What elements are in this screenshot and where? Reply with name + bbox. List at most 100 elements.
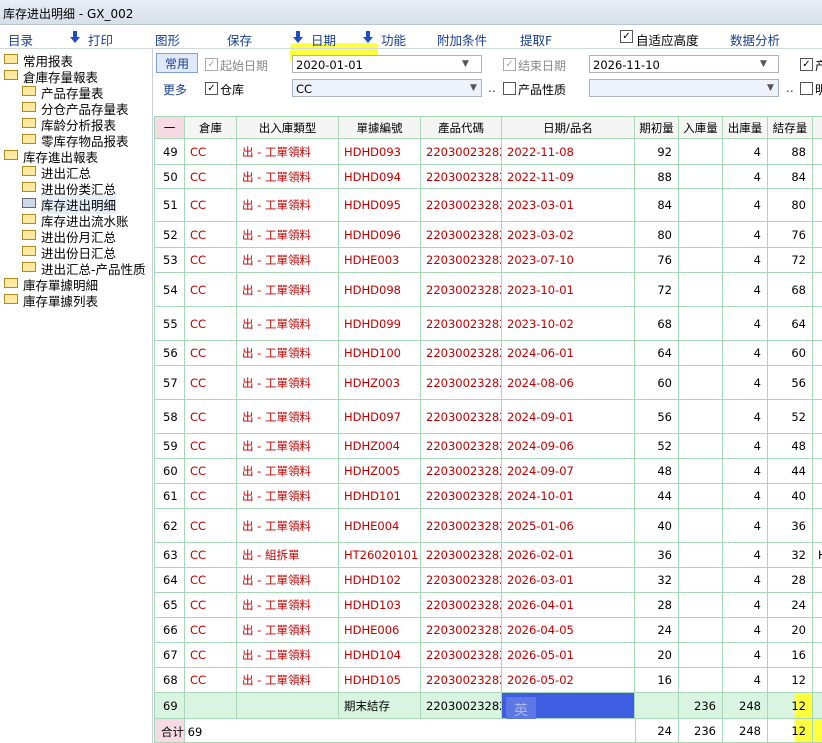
grid-cell[interactable]: 4 (723, 509, 768, 543)
grid-cell[interactable]: 出 - 工單領料 (237, 366, 339, 400)
grid-cell[interactable]: 4 (723, 248, 768, 273)
grid-cell[interactable]: HDHZ003 (339, 366, 421, 400)
grid-cell[interactable]: 76 (635, 248, 679, 273)
grid-cell[interactable] (237, 693, 339, 719)
grid-cell[interactable]: 32 (768, 543, 813, 568)
tree-item[interactable]: 庫存單據列表 (23, 294, 99, 309)
grid-cell[interactable]: 2024-09-06 (502, 434, 635, 459)
grid-cell[interactable] (679, 222, 723, 248)
grid-cell[interactable] (679, 618, 723, 643)
checkbox[interactable]: ✓ (205, 82, 218, 95)
toolbar-button[interactable]: 目录 (8, 33, 34, 48)
grid-cell[interactable]: 22030023282 (421, 618, 502, 643)
grid-cell[interactable]: 64 (768, 307, 813, 341)
grid-cell[interactable]: 出 - 工單領料 (237, 165, 339, 189)
tree-item[interactable]: 进出汇总 (41, 166, 92, 181)
column-header[interactable]: 倉庫 (185, 116, 237, 139)
column-header[interactable]: 結存量 (768, 116, 813, 139)
grid-cell[interactable]: HDHD101 (339, 484, 421, 509)
grid-cell[interactable] (679, 273, 723, 307)
grid-cell[interactable]: 4 (723, 139, 768, 165)
tree-item[interactable]: 进出份月汇总 (41, 230, 117, 245)
grid-cell[interactable] (679, 400, 723, 434)
grid-cell[interactable] (813, 459, 822, 484)
grid-cell[interactable]: 出 - 工單領料 (237, 568, 339, 593)
grid-cell[interactable]: 68 (155, 668, 185, 693)
grid-cell[interactable]: 40 (768, 484, 813, 509)
grid-cell[interactable]: 22030023282 (421, 693, 502, 719)
grid-cell[interactable]: 56 (635, 400, 679, 434)
grid-cell[interactable]: 57 (155, 366, 185, 400)
grid-cell[interactable] (679, 643, 723, 668)
grid-cell[interactable]: 4 (723, 222, 768, 248)
grid-cell[interactable]: 24 (635, 618, 679, 643)
grid-cell[interactable]: 出 - 工單領料 (237, 668, 339, 693)
grid-cell[interactable]: 出 - 工單領料 (237, 248, 339, 273)
grid-cell[interactable]: 72 (768, 248, 813, 273)
grid-cell[interactable]: 4 (723, 189, 768, 222)
checkbox[interactable]: ✓ (800, 58, 813, 71)
grid-cell[interactable]: 2023-10-01 (502, 273, 635, 307)
total-cell[interactable]: 12 (768, 719, 813, 743)
column-header[interactable]: 一 (155, 116, 185, 139)
grid-cell[interactable]: 44 (768, 459, 813, 484)
grid-cell[interactable]: 22030023282 (421, 189, 502, 222)
grid-cell[interactable] (185, 693, 237, 719)
grid-cell[interactable]: 4 (723, 618, 768, 643)
select-input[interactable]: CC (292, 79, 482, 97)
grid-cell[interactable] (679, 341, 723, 366)
grid-cell[interactable]: 22030023282 (421, 643, 502, 668)
grid-cell[interactable]: 4 (723, 459, 768, 484)
tree-item[interactable]: 常用报表 (23, 54, 74, 69)
grid-cell[interactable]: 22030023282 (421, 307, 502, 341)
grid-cell[interactable]: 56 (768, 366, 813, 400)
toolbar-button[interactable]: 提取F (520, 33, 553, 48)
tree-item[interactable]: 倉庫存量報表 (23, 70, 99, 85)
checkbox[interactable] (503, 82, 516, 95)
grid-cell[interactable]: 2024-06-01 (502, 341, 635, 366)
grid-cell[interactable]: 248 (723, 693, 768, 719)
grid-cell[interactable]: 出 - 工單領料 (237, 459, 339, 484)
grid-cell[interactable] (813, 341, 822, 366)
date-input[interactable]: 2020-01-01 (292, 55, 482, 73)
grid-cell[interactable]: 64 (155, 568, 185, 593)
grid-cell[interactable] (679, 366, 723, 400)
grid-cell[interactable]: HDHD094 (339, 165, 421, 189)
grid-cell[interactable]: 28 (635, 593, 679, 618)
grid-cell[interactable]: 出 - 工單領料 (237, 509, 339, 543)
grid-cell[interactable] (813, 484, 822, 509)
grid-cell[interactable]: 52 (155, 222, 185, 248)
grid-cell[interactable]: 88 (768, 139, 813, 165)
grid-cell[interactable]: 2025-01-06 (502, 509, 635, 543)
checkbox[interactable]: ✓ (503, 58, 516, 71)
grid-cell[interactable]: CC (185, 307, 237, 341)
toolbar-button[interactable]: 保存 (227, 33, 253, 48)
grid-cell[interactable]: 76 (768, 222, 813, 248)
column-header[interactable]: 出入庫類型 (237, 116, 339, 139)
grid-cell[interactable]: 22030023282 (421, 273, 502, 307)
grid-cell[interactable]: 出 - 工單領料 (237, 618, 339, 643)
grid-cell[interactable]: 2026-02-01 (502, 543, 635, 568)
grid-cell[interactable]: 53 (155, 248, 185, 273)
grid-cell[interactable]: 28 (768, 568, 813, 593)
grid-cell[interactable]: CC (185, 668, 237, 693)
column-header[interactable]: 單據編號 (339, 116, 421, 139)
grid-cell[interactable]: HDHD098 (339, 273, 421, 307)
grid-cell[interactable]: 55 (155, 307, 185, 341)
grid-cell[interactable]: 2026-03-01 (502, 568, 635, 593)
grid-cell[interactable]: 4 (723, 366, 768, 400)
tree-item[interactable]: 库存进出明细 (41, 195, 117, 214)
grid-cell[interactable]: 22030023282 (421, 543, 502, 568)
grid-cell[interactable]: 22030023282 (421, 366, 502, 400)
grid-cell[interactable]: CC (185, 459, 237, 484)
grid-cell[interactable]: 2026-05-01 (502, 643, 635, 668)
grid-cell[interactable]: 48 (635, 459, 679, 484)
grid-cell[interactable]: 20 (768, 618, 813, 643)
grid-cell[interactable]: CC (185, 248, 237, 273)
grid-cell[interactable]: 2023-03-01 (502, 189, 635, 222)
grid-cell[interactable] (679, 459, 723, 484)
grid-cell[interactable]: 63 (155, 543, 185, 568)
grid-cell[interactable] (679, 139, 723, 165)
grid-cell[interactable]: 2023-03-02 (502, 222, 635, 248)
grid-cell[interactable]: 4 (723, 307, 768, 341)
